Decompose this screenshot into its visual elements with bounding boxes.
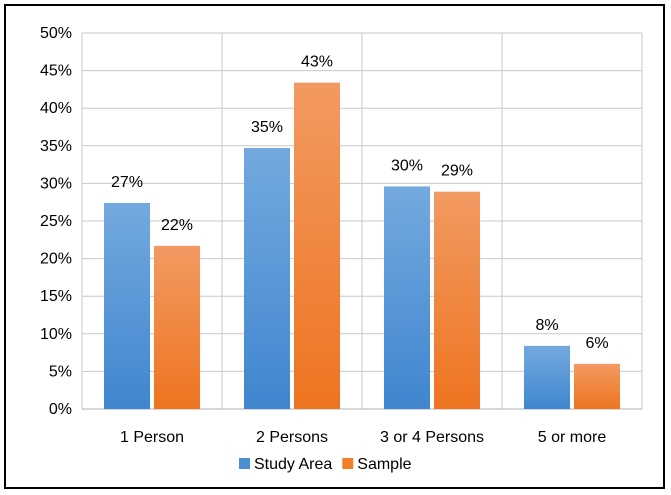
data-label: 35% <box>251 119 283 136</box>
data-label: 29% <box>441 163 473 180</box>
y-tick-label: 30% <box>40 175 72 192</box>
y-tick-label: 5% <box>49 363 72 380</box>
y-tick-label: 45% <box>40 63 72 80</box>
bar-study-area <box>104 202 150 409</box>
x-category-label: 1 Person <box>120 429 184 446</box>
data-label: 8% <box>535 317 558 334</box>
bar-sample <box>574 363 620 409</box>
y-tick-label: 50% <box>40 25 72 42</box>
bars <box>104 82 620 409</box>
x-category-label: 5 or more <box>538 429 607 446</box>
legend-swatch-sample <box>342 458 354 469</box>
x-category-label: 2 Persons <box>256 429 328 446</box>
y-tick-label: 15% <box>40 288 72 305</box>
legend-swatch-study-area <box>239 458 250 469</box>
legend-label: Sample <box>357 456 411 473</box>
bar-study-area <box>384 186 430 409</box>
x-axis-labels: 1 Person 2 Persons 3 or 4 Persons 5 or more <box>120 429 606 446</box>
bar-study-area <box>524 345 570 409</box>
x-category-label: 3 or 4 Persons <box>380 429 484 446</box>
data-label: 43% <box>301 54 333 71</box>
data-label: 27% <box>111 174 143 191</box>
y-tick-label: 35% <box>40 138 72 155</box>
y-tick-label: 0% <box>49 401 72 418</box>
y-axis-ticks: 0% 5% 10% 15% 20% 25% 30% 35% 40% 45% 50% <box>40 25 72 418</box>
y-tick-label: 10% <box>40 326 72 343</box>
data-label: 6% <box>585 335 608 352</box>
data-labels: 27% 22% 35% 43% 30% 29% 8% 6% <box>111 54 609 352</box>
bar-study-area <box>244 148 290 409</box>
data-label: 22% <box>161 217 193 234</box>
y-tick-label: 25% <box>40 213 72 230</box>
legend: Study Area Sample <box>239 456 412 473</box>
y-tick-label: 20% <box>40 251 72 268</box>
data-label: 30% <box>391 157 423 174</box>
legend-label: Study Area <box>254 456 332 473</box>
bar-sample <box>294 82 340 409</box>
bar-sample <box>154 245 200 409</box>
y-tick-label: 40% <box>40 100 72 117</box>
bar-sample <box>434 191 480 409</box>
